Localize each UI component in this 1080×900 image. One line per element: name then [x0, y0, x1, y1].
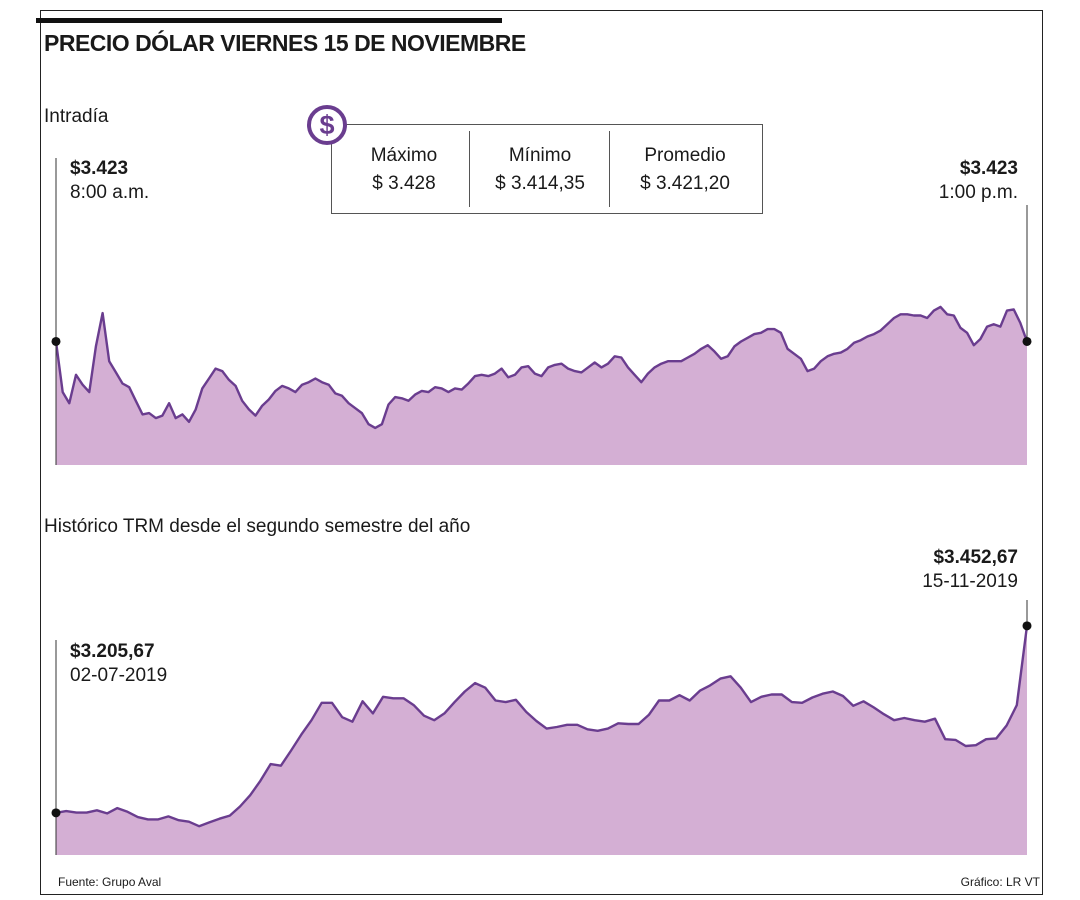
historic-end-date: 15-11-2019 — [922, 571, 1018, 592]
summary-max-label: Máximo — [370, 145, 438, 166]
intraday-summary-box: Máximo $ 3.428 Mínimo $ 3.414,35 Promedi… — [331, 124, 763, 214]
historic-start-point — [51, 808, 61, 818]
intraday-series-line — [54, 305, 1029, 430]
historic-end-annotation: $3.452,67 15-11-2019 — [922, 546, 1018, 594]
historic-series-line — [55, 625, 1029, 828]
historic-end-point — [1022, 621, 1032, 631]
historic-start-date: 02-07-2019 — [70, 665, 168, 686]
summary-divider — [609, 131, 610, 207]
title-rule — [36, 18, 502, 23]
intraday-section-label: Intradía — [44, 106, 109, 127]
footer-source: Fuente: Grupo Aval — [58, 875, 162, 889]
graphic-frame — [40, 10, 1043, 895]
summary-min-label: Mínimo — [508, 145, 572, 166]
summary-min: Mínimo $ 3.414,35 — [472, 145, 608, 195]
summary-max-value: $ 3.428 — [372, 173, 436, 194]
intraday-end-point — [1022, 336, 1032, 346]
historic-start-value: $3.205,67 — [70, 641, 155, 662]
summary-min-value: $ 3.414,35 — [495, 173, 585, 194]
summary-avg-label: Promedio — [644, 145, 726, 166]
historic-start-annotation: $3.205,67 02-07-2019 — [70, 640, 167, 688]
summary-divider — [469, 131, 470, 207]
summary-avg: Promedio $ 3.421,20 — [612, 145, 758, 195]
historic-section-label: Histórico TRM desde el segundo semestre … — [44, 516, 471, 537]
footer-credit: Gráfico: LR VT — [960, 875, 1040, 889]
historic-end-value: $3.452,67 — [933, 547, 1018, 568]
summary-max: Máximo $ 3.428 — [336, 145, 472, 195]
intraday-end-annotation: $3.423 1:00 p.m. — [939, 157, 1018, 205]
intraday-start-point — [51, 336, 61, 346]
summary-avg-value: $ 3.421,20 — [640, 173, 730, 194]
page-title: PRECIO DÓLAR VIERNES 15 DE NOVIEMBRE — [44, 30, 526, 56]
intraday-start-value: $3.423 — [70, 158, 129, 179]
intraday-end-value: $3.423 — [959, 158, 1018, 179]
intraday-area-fill — [56, 306, 1027, 465]
historic-area-fill — [56, 625, 1027, 855]
intraday-start-time: 8:00 a.m. — [70, 182, 150, 203]
intraday-end-time: 1:00 p.m. — [938, 182, 1018, 203]
intraday-start-annotation: $3.423 8:00 a.m. — [70, 157, 149, 205]
dollar-icon: $ — [307, 105, 347, 145]
